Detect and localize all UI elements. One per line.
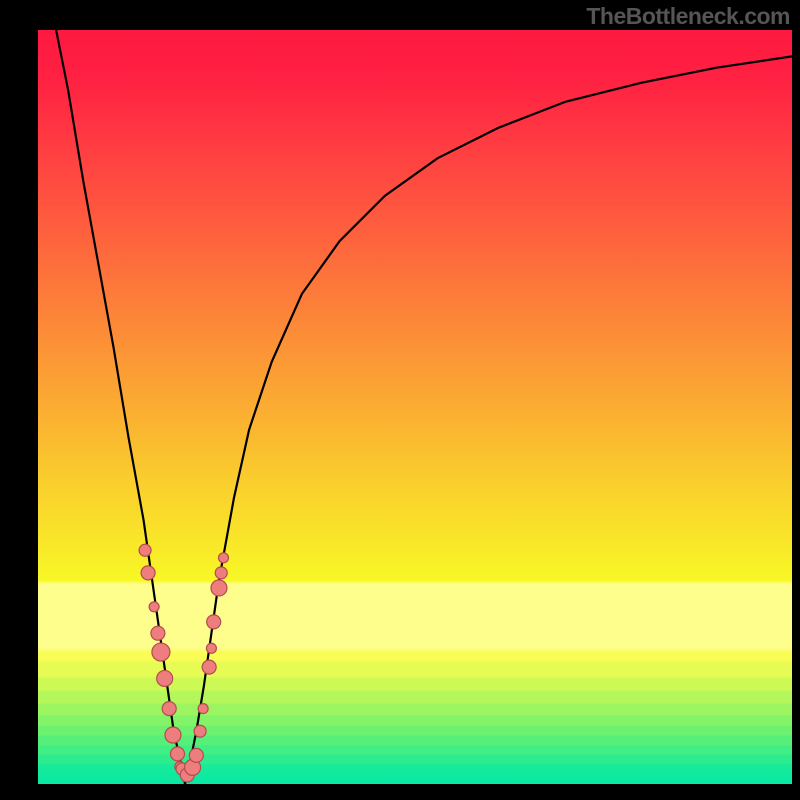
right-curve	[185, 56, 792, 784]
curve-marker	[170, 747, 184, 761]
curve-marker	[151, 626, 165, 640]
curve-marker	[162, 702, 176, 716]
curve-marker	[206, 643, 216, 653]
watermark-text: TheBottleneck.com	[586, 3, 790, 30]
curve-marker	[152, 643, 170, 661]
plot-area	[38, 30, 792, 784]
curve-marker	[218, 553, 228, 563]
curve-marker	[194, 725, 206, 737]
chart-svg	[38, 30, 792, 784]
curve-marker	[211, 580, 227, 596]
curve-marker	[198, 704, 208, 714]
curve-marker	[189, 748, 203, 762]
curve-marker	[202, 660, 216, 674]
curve-marker	[139, 544, 151, 556]
curve-marker	[141, 566, 155, 580]
curve-marker	[165, 727, 181, 743]
curve-marker	[149, 602, 159, 612]
curve-marker	[215, 567, 227, 579]
chart-container: TheBottleneck.com	[0, 0, 800, 800]
curve-marker	[207, 615, 221, 629]
curve-marker	[157, 670, 173, 686]
